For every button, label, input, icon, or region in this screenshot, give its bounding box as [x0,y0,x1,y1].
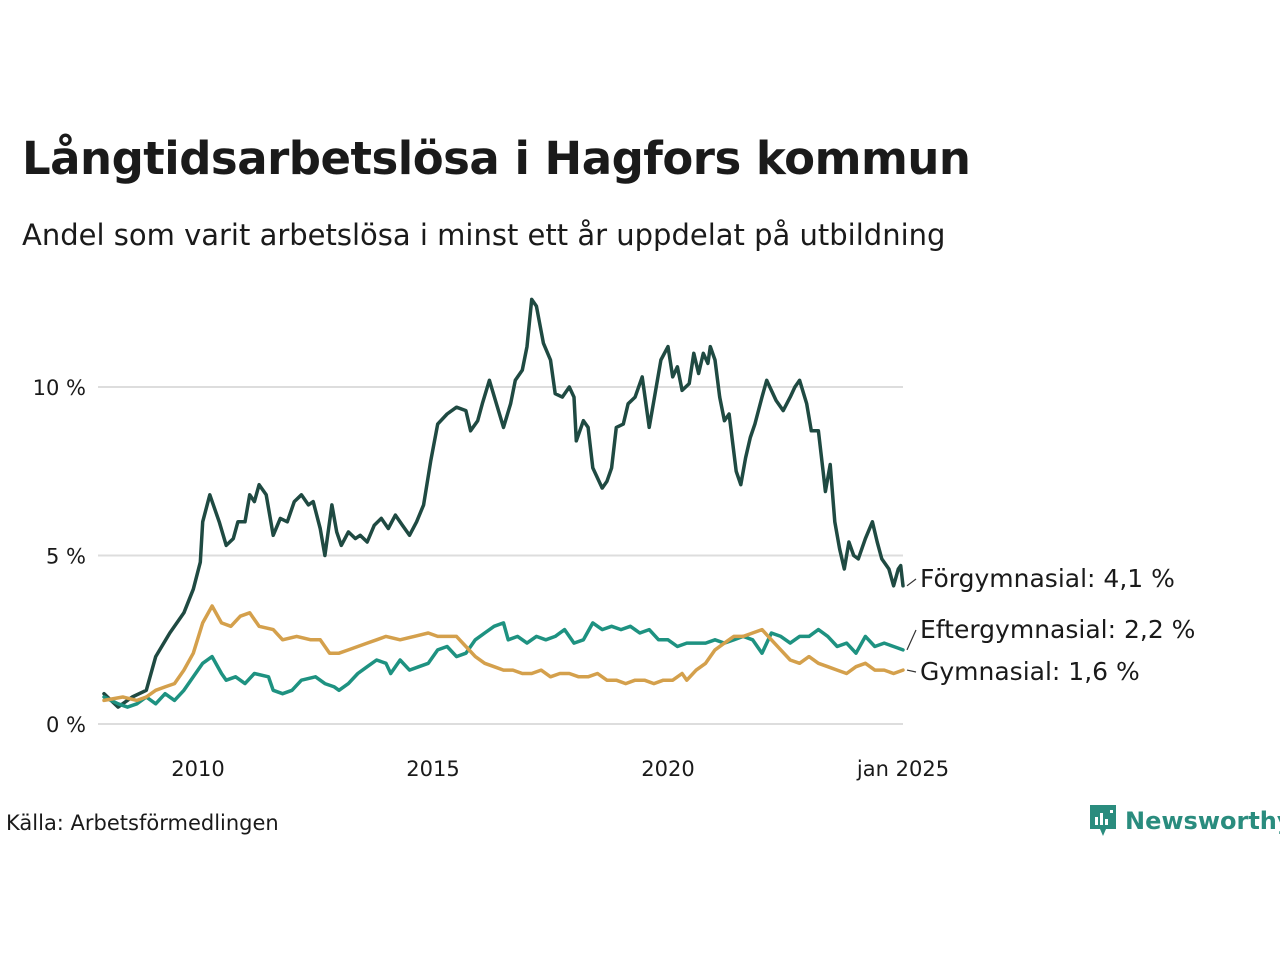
brand-name: Newsworthy [1125,807,1280,835]
grid-lines [98,386,903,725]
series-end-label: Förgymnasial: 4,1 % [920,564,1175,593]
x-tick-label: 2010 [171,757,224,781]
y-axis: 0 % 5 % 10 % [33,376,86,737]
x-tick-label: 2020 [641,757,694,781]
x-tick-label: 2015 [406,757,459,781]
y-tick-label: 5 % [46,545,86,569]
chart-title: Långtidsarbetslösa i Hagfors kommun [22,132,971,185]
chart-subtitle: Andel som varit arbetslösa i minst ett å… [22,218,946,252]
series-line-eftergymnasial [102,621,905,709]
label-connector [906,629,917,651]
brand-logo: Newsworthy [1088,803,1280,839]
series-end-label: Gymnasial: 1,6 % [920,657,1140,686]
x-tick-label: jan 2025 [856,757,949,781]
label-connector [906,578,917,587]
x-axis: 2010 2015 2020 jan 2025 [171,757,949,781]
y-tick-label: 10 % [33,376,86,400]
newsworthy-logo-icon [1090,805,1116,836]
source-note: Källa: Arbetsförmedlingen [6,811,279,835]
series-line-förgymnasial [102,297,905,709]
series-lines [102,297,905,709]
y-tick-label: 0 % [46,713,86,737]
series-end-labels: Förgymnasial: 4,1 % Eftergymnasial: 2,2 %… [906,564,1195,686]
series-line-gymnasial [102,604,905,703]
series-end-label: Eftergymnasial: 2,2 % [920,615,1195,644]
label-connector [906,669,917,673]
